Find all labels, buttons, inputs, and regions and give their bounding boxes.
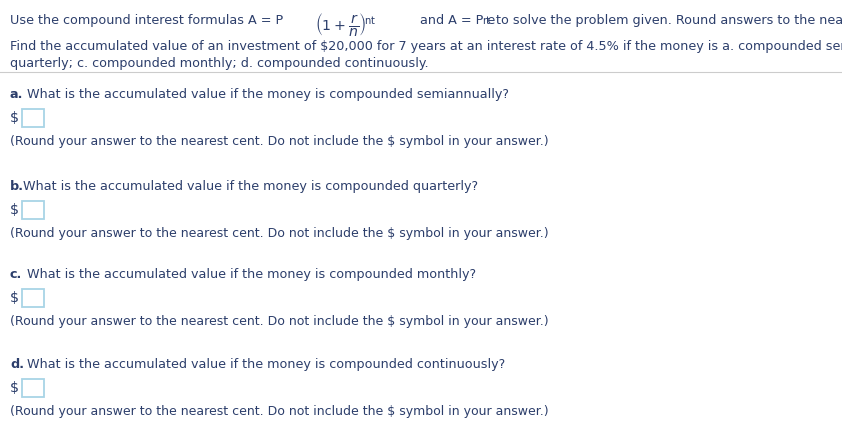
Text: What is the accumulated value if the money is compounded quarterly?: What is the accumulated value if the mon…: [23, 180, 478, 193]
Text: $\left(1+\dfrac{r}{n}\right)^{\!\mathrm{nt}}$: $\left(1+\dfrac{r}{n}\right)^{\!\mathrm{…: [315, 11, 376, 38]
Text: c.: c.: [10, 268, 22, 281]
Text: d.: d.: [10, 358, 24, 371]
Text: (Round your answer to the nearest cent. Do not include the $ symbol in your answ: (Round your answer to the nearest cent. …: [10, 405, 549, 418]
Text: b.: b.: [10, 180, 24, 193]
Text: (Round your answer to the nearest cent. Do not include the $ symbol in your answ: (Round your answer to the nearest cent. …: [10, 135, 549, 148]
Text: to solve the problem given. Round answers to the nearest cent.: to solve the problem given. Round answer…: [492, 14, 842, 27]
Text: a.: a.: [10, 88, 24, 101]
FancyBboxPatch shape: [22, 289, 44, 307]
Text: $: $: [10, 203, 19, 217]
Text: $: $: [10, 381, 19, 395]
FancyBboxPatch shape: [22, 109, 44, 127]
Text: (Round your answer to the nearest cent. Do not include the $ symbol in your answ: (Round your answer to the nearest cent. …: [10, 315, 549, 328]
Text: Find the accumulated value of an investment of $20,000 for 7 years at an interes: Find the accumulated value of an investm…: [10, 40, 842, 53]
Text: Use the compound interest formulas A = P: Use the compound interest formulas A = P: [10, 14, 283, 27]
Text: What is the accumulated value if the money is compounded continuously?: What is the accumulated value if the mon…: [23, 358, 505, 371]
Text: rt: rt: [482, 16, 490, 26]
FancyBboxPatch shape: [22, 379, 44, 397]
Text: What is the accumulated value if the money is compounded semiannually?: What is the accumulated value if the mon…: [23, 88, 509, 101]
FancyBboxPatch shape: [22, 201, 44, 219]
Text: and A = P e: and A = P e: [420, 14, 495, 27]
Text: quarterly; c. compounded monthly; d. compounded continuously.: quarterly; c. compounded monthly; d. com…: [10, 57, 429, 70]
Text: $: $: [10, 291, 19, 305]
Text: What is the accumulated value if the money is compounded monthly?: What is the accumulated value if the mon…: [23, 268, 476, 281]
Text: $: $: [10, 111, 19, 125]
Text: (Round your answer to the nearest cent. Do not include the $ symbol in your answ: (Round your answer to the nearest cent. …: [10, 227, 549, 240]
